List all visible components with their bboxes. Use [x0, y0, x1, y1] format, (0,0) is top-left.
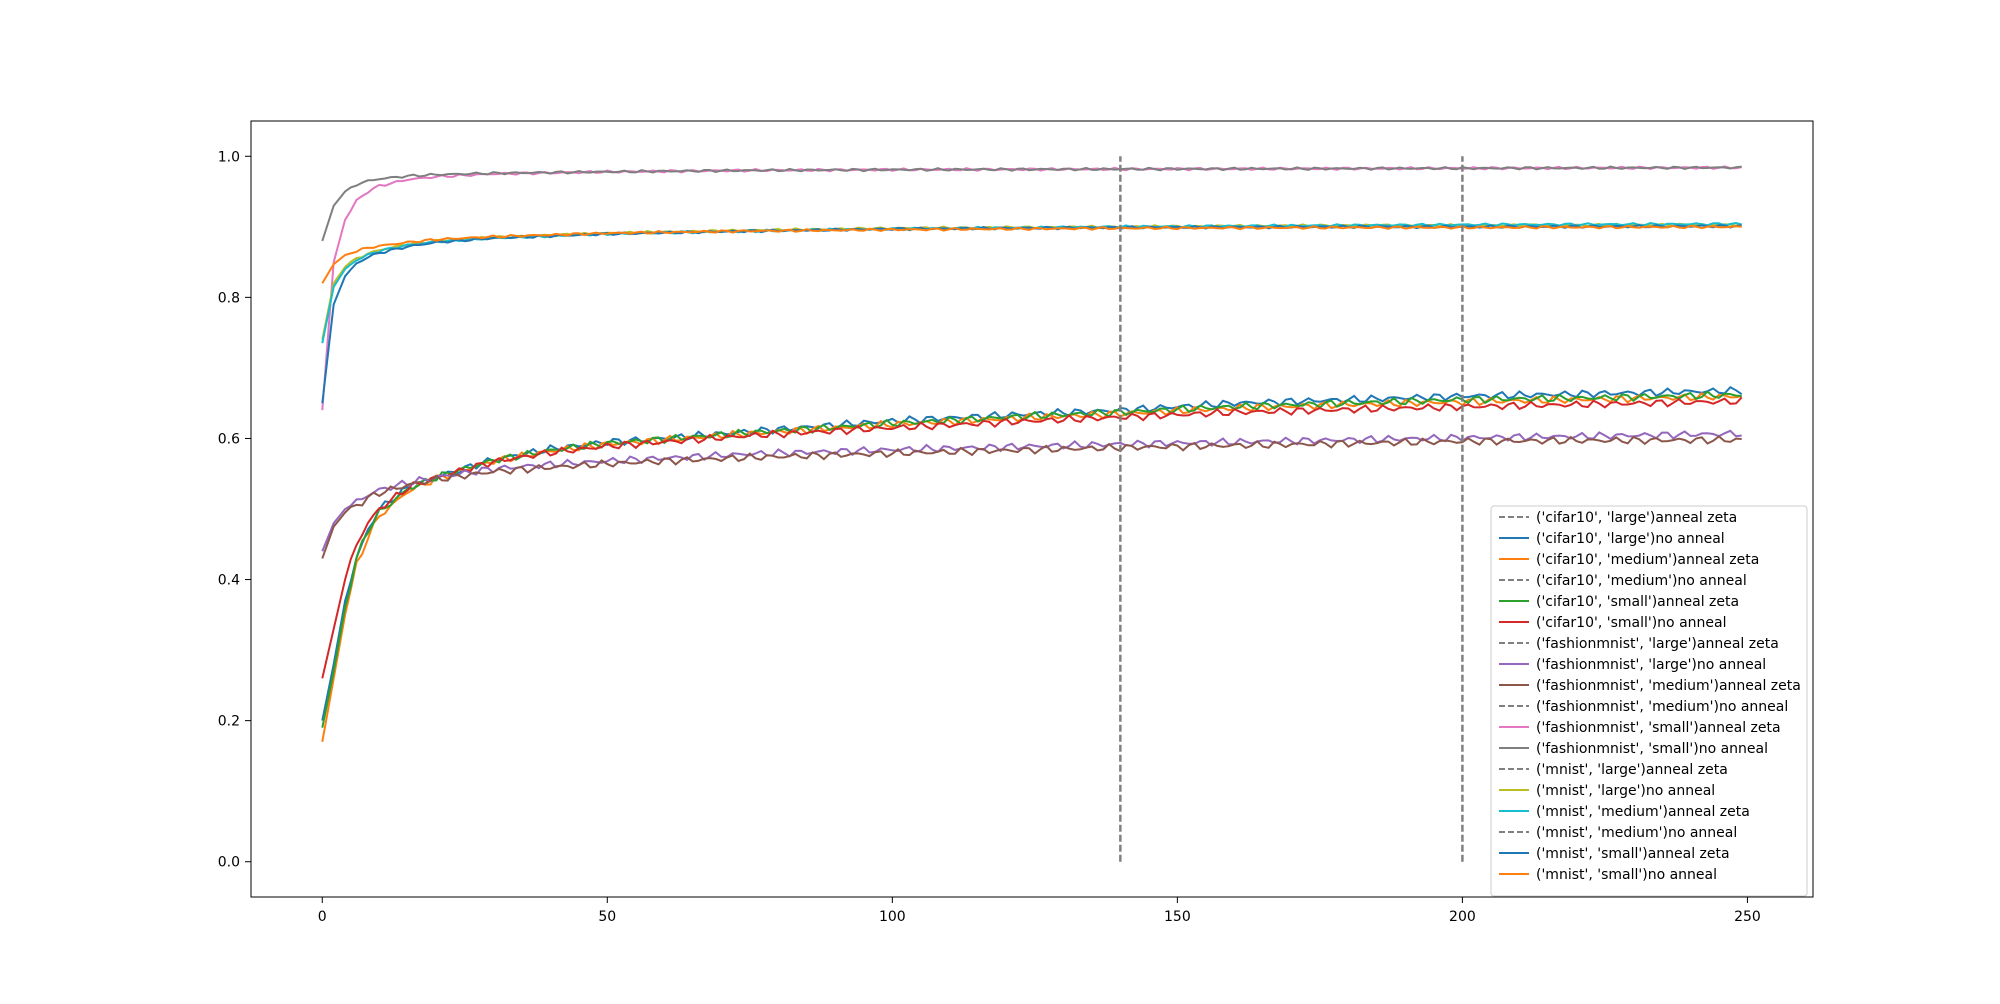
axes-frame — [250, 120, 1814, 898]
series-line — [321, 224, 1742, 284]
series-line — [321, 435, 1742, 559]
legend-entry: ('cifar10', 'small')no anneal — [1536, 615, 1726, 631]
series-line — [321, 396, 1743, 679]
legend-entry: ('fashionmnist', 'large')anneal zeta — [1536, 636, 1779, 652]
x-tick-label: 0 — [318, 909, 327, 925]
series-line — [321, 221, 1742, 344]
plot-series-layer — [321, 156, 1743, 862]
y-tick-label: 0.8 — [218, 290, 240, 306]
x-tick-label: 150 — [1164, 909, 1191, 925]
legend-entry: ('mnist', 'medium')no anneal — [1536, 825, 1737, 841]
x-tick-label: 50 — [598, 909, 616, 925]
y-tick-label: 0.6 — [218, 431, 240, 447]
legend-entry: ('mnist', 'large')anneal zeta — [1536, 762, 1728, 778]
legend-entry: ('fashionmnist', 'small')no anneal — [1536, 741, 1768, 757]
legend-entry: ('cifar10', 'large')anneal zeta — [1536, 510, 1737, 526]
legend-entry: ('fashionmnist', 'medium')anneal zeta — [1536, 678, 1801, 694]
x-tick-label: 250 — [1734, 909, 1761, 925]
y-tick-label: 0.0 — [218, 855, 240, 871]
series-line — [321, 222, 1742, 340]
legend-box — [1490, 505, 1808, 897]
legend-entry: ('mnist', 'medium')anneal zeta — [1536, 804, 1750, 820]
legend-entry: ('fashionmnist', 'small')anneal zeta — [1536, 720, 1781, 736]
legend-entry: ('cifar10', 'medium')no anneal — [1536, 573, 1747, 589]
series-line — [321, 224, 1742, 404]
x-tick-label: 100 — [879, 909, 906, 925]
legend: ('cifar10', 'large')anneal zeta ('cifar10… — [1490, 505, 1808, 897]
legend-entry: ('mnist', 'large')no anneal — [1536, 783, 1715, 799]
y-tick-label: 1.0 — [218, 149, 240, 165]
legend-entry: ('cifar10', 'medium')anneal zeta — [1536, 552, 1759, 568]
legend-entry: ('mnist', 'small')no anneal — [1536, 867, 1717, 883]
legend-entry: ('fashionmnist', 'large')no anneal — [1536, 657, 1766, 673]
y-tick-label: 0.4 — [218, 573, 240, 589]
legend-entry: ('cifar10', 'small')anneal zeta — [1536, 594, 1739, 610]
series-line — [321, 165, 1742, 411]
legend-entry: ('mnist', 'small')anneal zeta — [1536, 846, 1730, 862]
legend-entry: ('fashionmnist', 'medium')no anneal — [1536, 699, 1788, 715]
x-tick-label: 200 — [1449, 909, 1476, 925]
legend-entry: ('cifar10', 'large')no anneal — [1536, 531, 1725, 547]
ticks-layer: 0 50 100 150 200 250 0.0 0.2 0.4 0.6 0.8 1.0 — [218, 149, 1761, 925]
y-tick-label: 0.2 — [218, 714, 240, 730]
series-line — [321, 165, 1742, 242]
